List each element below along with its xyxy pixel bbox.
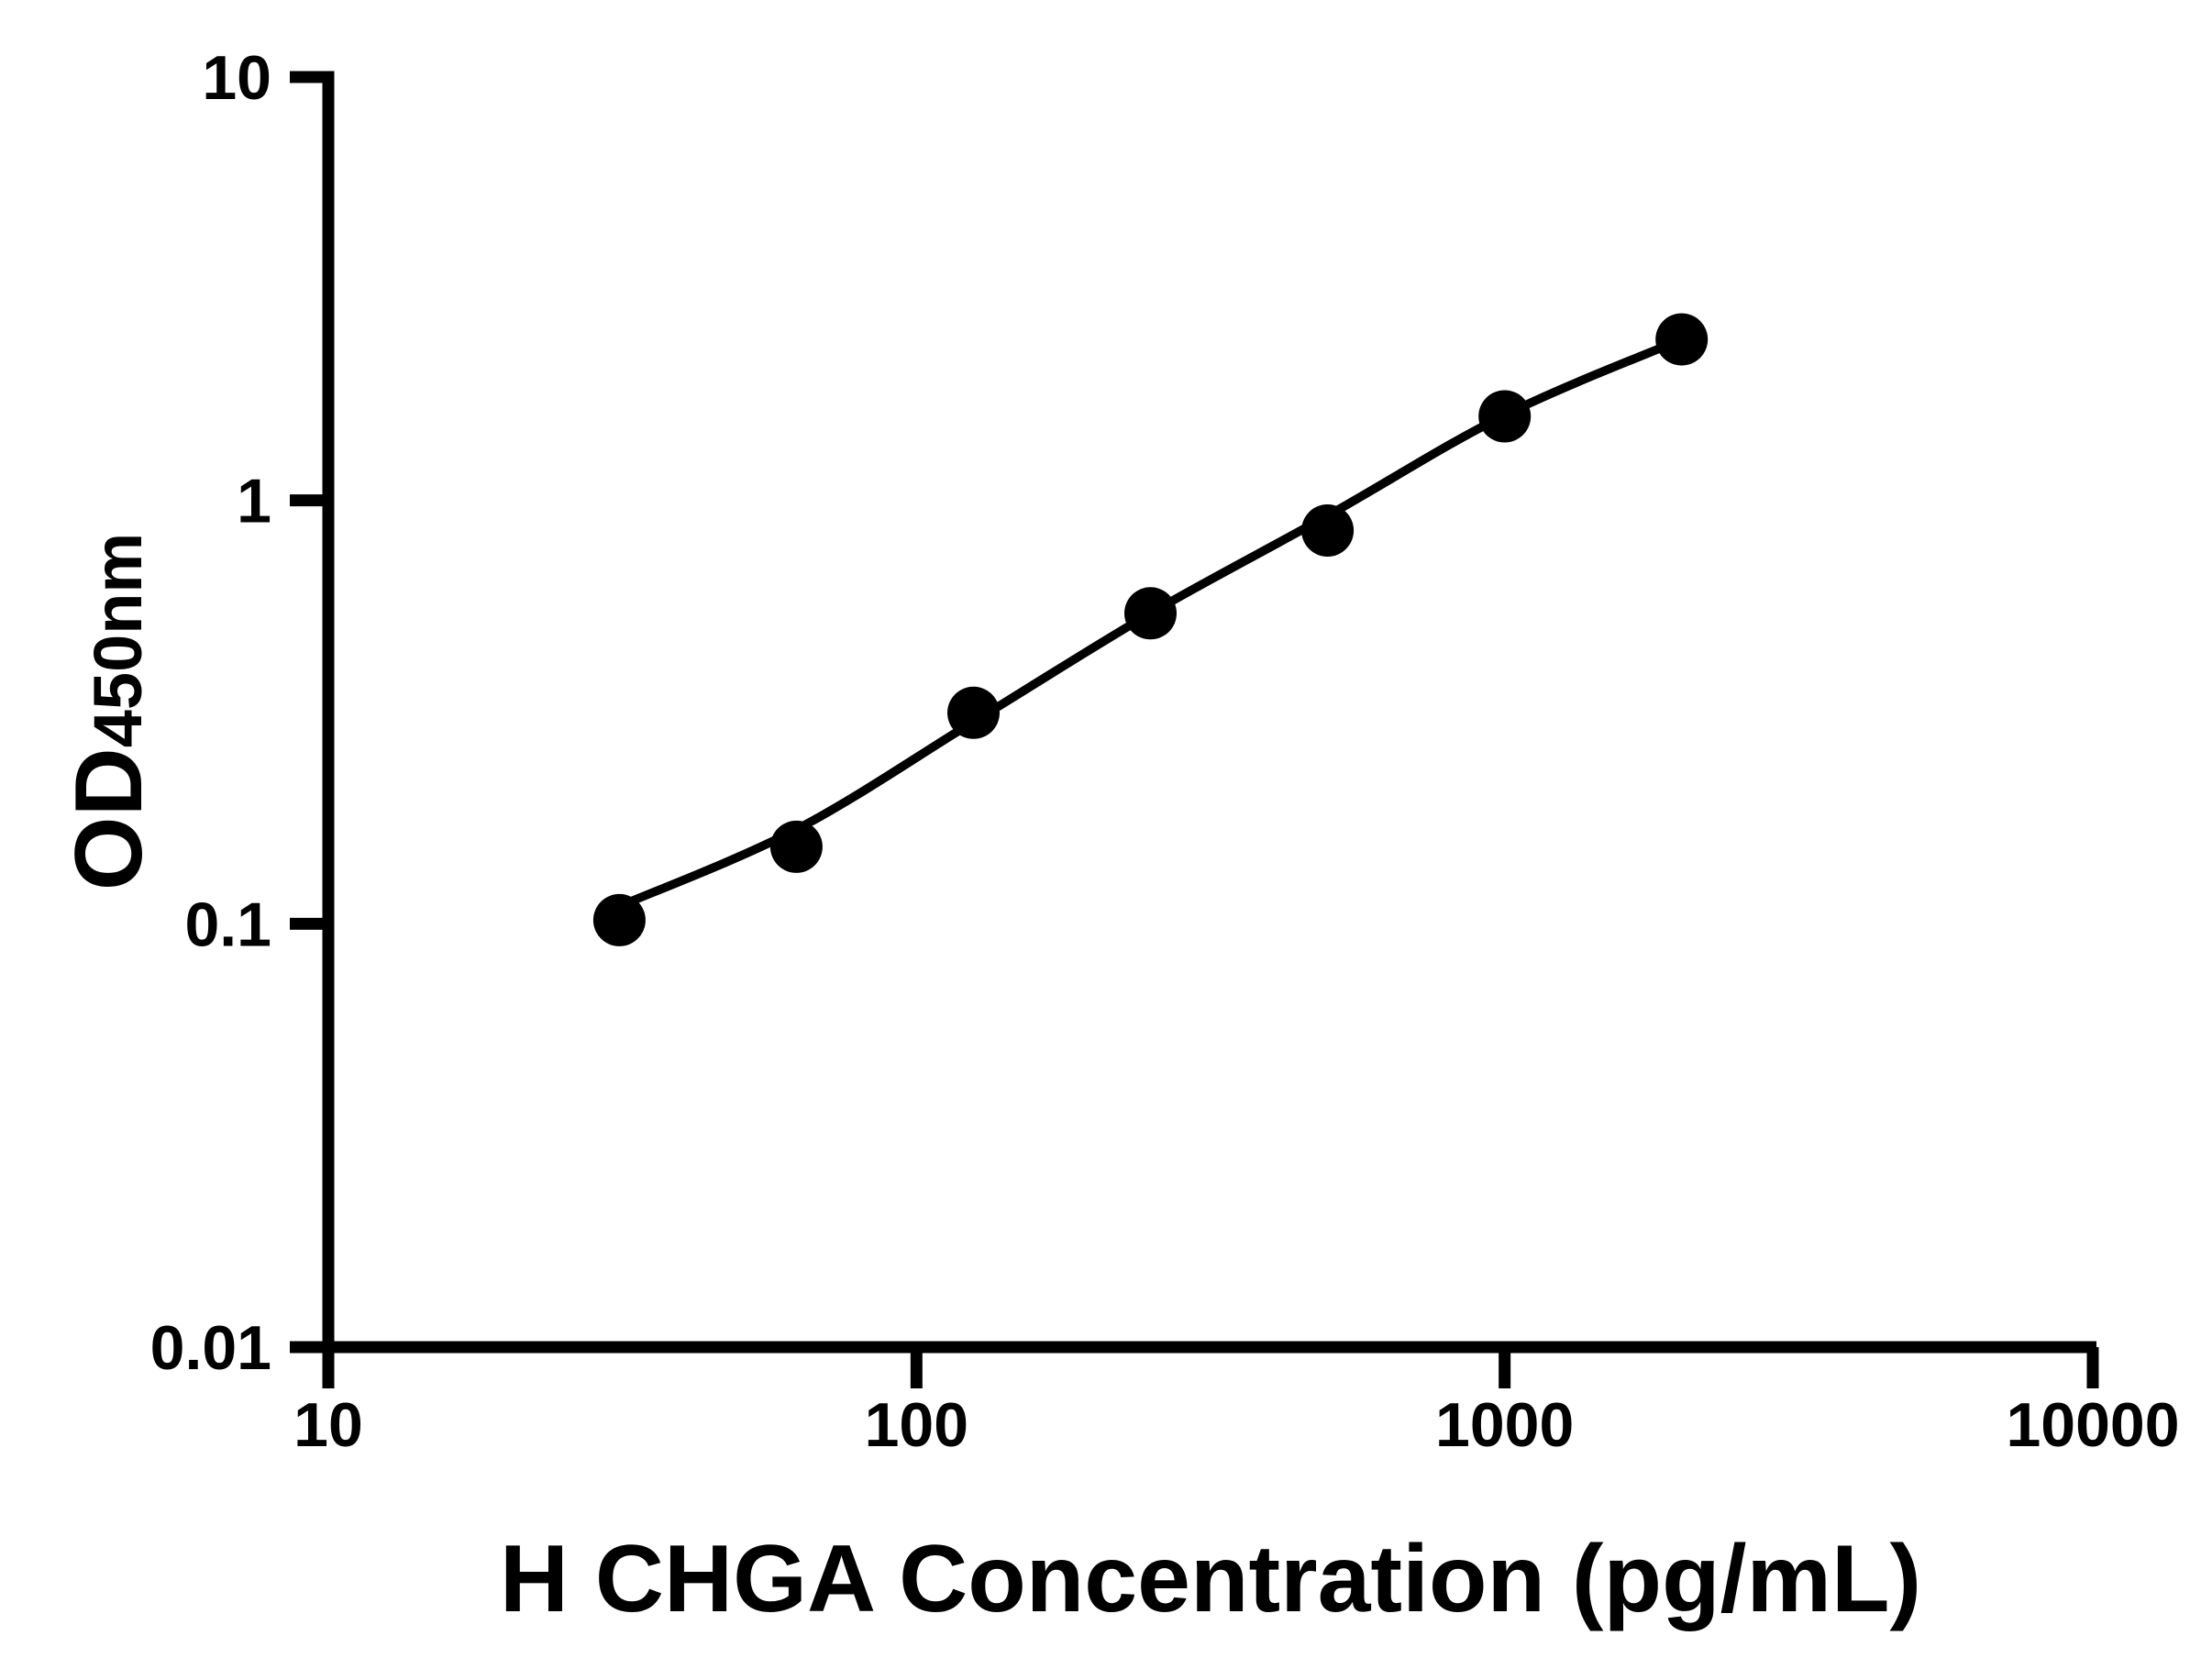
elisa-standard-curve-figure: 10 1 0.1 0.01 10 100 1000 10000 H CHGA Concentr…: [37, 15, 2201, 1665]
y-axis-title: OD450nm: [56, 533, 162, 890]
axes-layer: 10 1 0.1 0.01 10 100 1000 10000: [150, 43, 2180, 1460]
plot-layer: [592, 313, 1709, 946]
x-tick-label: 1000: [1435, 1390, 1574, 1460]
data-point: [1301, 504, 1355, 557]
standard-curve-chart: 10 1 0.1 0.01 10 100 1000 10000 H CHGA Concentr…: [56, 43, 2180, 1632]
y-axis-title-main: OD: [56, 747, 162, 890]
x-tick-label: 100: [865, 1390, 968, 1460]
data-point: [592, 893, 646, 946]
data-point: [1478, 390, 1532, 443]
x-axis-title: H CHGA Concentration (pg/mL): [500, 1526, 1921, 1632]
data-point: [947, 686, 1000, 739]
data-point: [1124, 587, 1177, 640]
x-tick-label: 10: [293, 1390, 363, 1460]
y-tick-label: 0.01: [150, 1313, 271, 1383]
y-tick-label: 1: [237, 467, 271, 536]
y-tick-label: 10: [202, 43, 271, 113]
x-tick-label: 10000: [2006, 1390, 2179, 1460]
y-axis-title-subscript: 450nm: [80, 533, 156, 747]
y-tick-label: 0.1: [184, 890, 271, 959]
data-point: [1655, 313, 1709, 366]
data-point: [769, 820, 823, 873]
